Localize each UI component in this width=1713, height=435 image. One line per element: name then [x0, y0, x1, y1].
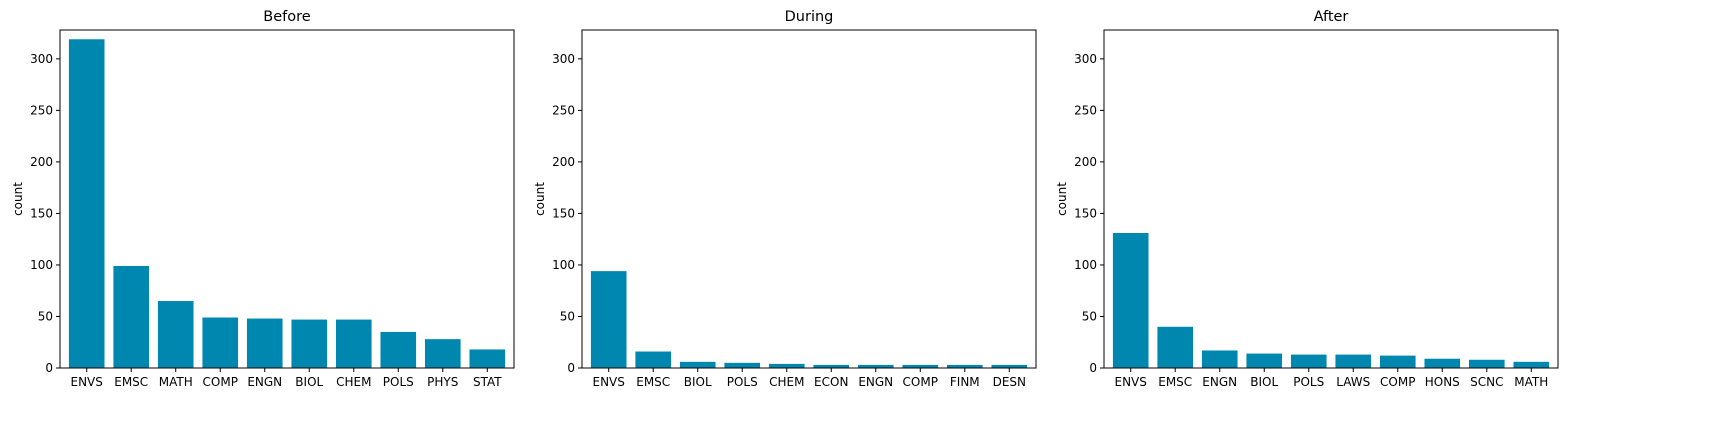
- y-axis-label: count: [11, 182, 25, 216]
- axes-frame: [1103, 29, 1559, 369]
- x-tick-label-pols: POLS: [383, 375, 414, 389]
- x-tick-label-biol: BIOL: [295, 375, 323, 389]
- x-tick-label-comp: COMP: [203, 375, 238, 389]
- y-tick-label: 100: [552, 258, 575, 272]
- x-tick-label-engn: ENGN: [1202, 375, 1237, 389]
- x-tick-label-econ: ECON: [814, 375, 848, 389]
- y-tick-label: 250: [552, 103, 575, 117]
- bar-econ: [813, 364, 850, 368]
- x-tick-label-pols: POLS: [1293, 375, 1324, 389]
- bar-emsc: [1157, 326, 1194, 368]
- y-tick-label: 50: [38, 309, 53, 323]
- bar-biol: [1246, 353, 1283, 368]
- y-tick-label: 200: [30, 155, 53, 169]
- x-tick-label-chem: CHEM: [769, 375, 804, 389]
- chart-before: 0 50 100 150 200 250 300 ENVS EMSC MATH COMP ENGN BI…: [11, 9, 515, 389]
- bar-envs: [1112, 233, 1149, 368]
- bar-engn: [857, 364, 894, 368]
- y-tick-label: 100: [1074, 258, 1097, 272]
- y-tick-label: 150: [1074, 206, 1097, 220]
- chart-title: Before: [263, 9, 310, 25]
- y-tick-label: 250: [1074, 103, 1097, 117]
- x-tick-label-envs: ENVS: [1115, 375, 1147, 389]
- x-tick-label-engn: ENGN: [858, 375, 893, 389]
- bar-desn: [991, 364, 1028, 368]
- x-tick-label-math: MATH: [1514, 375, 1548, 389]
- x-tick-label-stat: STAT: [473, 375, 502, 389]
- chart-title: After: [1314, 9, 1349, 25]
- x-tick-label-engn: ENGN: [247, 375, 282, 389]
- x-tick-label-pols: POLS: [727, 375, 758, 389]
- bar-math: [157, 301, 194, 368]
- bar-chem: [768, 363, 805, 368]
- bar-pols: [380, 331, 417, 368]
- x-tick-label-phys: PHYS: [427, 375, 458, 389]
- x-tick-label-math: MATH: [159, 375, 193, 389]
- y-tick-label: 300: [552, 52, 575, 66]
- axes-frame: [581, 29, 1037, 369]
- x-tick-label-biol: BIOL: [684, 375, 712, 389]
- bar-scnc: [1468, 359, 1505, 368]
- bar-comp: [202, 317, 239, 368]
- x-tick-label-envs: ENVS: [593, 375, 625, 389]
- chart-after: 0 50 100 150 200 250 300 ENVS EMSC ENGN BIOL POLS LA…: [1055, 9, 1559, 389]
- y-tick-label: 50: [560, 309, 575, 323]
- bar-stat: [469, 349, 506, 368]
- bar-emsc: [113, 265, 150, 368]
- bar-biol: [291, 319, 328, 368]
- y-tick-label: 0: [45, 361, 53, 375]
- bar-envs: [590, 271, 627, 368]
- bar-biol: [679, 361, 716, 368]
- bar-laws: [1335, 354, 1372, 368]
- bar-chem: [335, 319, 372, 368]
- x-tick-label-finm: FINM: [950, 375, 980, 389]
- chart-during: 0 50 100 150 200 250 300 ENVS EMSC BIOL POLS CHEM EC…: [533, 9, 1037, 389]
- y-axis-label: count: [533, 182, 547, 216]
- y-tick-label: 250: [30, 103, 53, 117]
- bar-emsc: [635, 351, 672, 368]
- x-tick-label-envs: ENVS: [71, 375, 103, 389]
- bar-hons: [1424, 358, 1461, 368]
- bar-math: [1513, 361, 1550, 368]
- bar-engn: [1201, 350, 1238, 368]
- bar-finm: [946, 364, 983, 368]
- x-tick-label-laws: LAWS: [1336, 375, 1370, 389]
- y-tick-label: 50: [1082, 309, 1097, 323]
- x-tick-label-chem: CHEM: [336, 375, 371, 389]
- x-tick-label-emsc: EMSC: [1158, 375, 1192, 389]
- bar-comp: [902, 364, 939, 368]
- bar-envs: [68, 39, 105, 369]
- y-tick-label: 150: [552, 206, 575, 220]
- x-tick-label-emsc: EMSC: [636, 375, 670, 389]
- bar-engn: [246, 318, 283, 368]
- y-tick-label: 150: [30, 206, 53, 220]
- y-tick-label: 0: [1089, 361, 1097, 375]
- x-tick-label-comp: COMP: [1380, 375, 1415, 389]
- bar-phys: [424, 339, 461, 368]
- bar-pols: [724, 362, 761, 368]
- axes-frame: [59, 29, 515, 369]
- x-tick-label-emsc: EMSC: [114, 375, 148, 389]
- y-tick-label: 100: [30, 258, 53, 272]
- x-tick-label-desn: DESN: [993, 375, 1026, 389]
- y-axis-label: count: [1055, 182, 1069, 216]
- chart-title: During: [785, 9, 834, 25]
- x-tick-label-scnc: SCNC: [1470, 375, 1503, 389]
- y-tick-label: 200: [552, 155, 575, 169]
- bar-pols: [1290, 354, 1327, 368]
- x-tick-label-comp: COMP: [903, 375, 938, 389]
- x-tick-label-biol: BIOL: [1250, 375, 1278, 389]
- x-tick-label-hons: HONS: [1425, 375, 1460, 389]
- y-tick-label: 300: [30, 52, 53, 66]
- y-tick-label: 200: [1074, 155, 1097, 169]
- y-tick-label: 0: [567, 361, 575, 375]
- y-tick-label: 300: [1074, 52, 1097, 66]
- bar-comp: [1379, 355, 1416, 368]
